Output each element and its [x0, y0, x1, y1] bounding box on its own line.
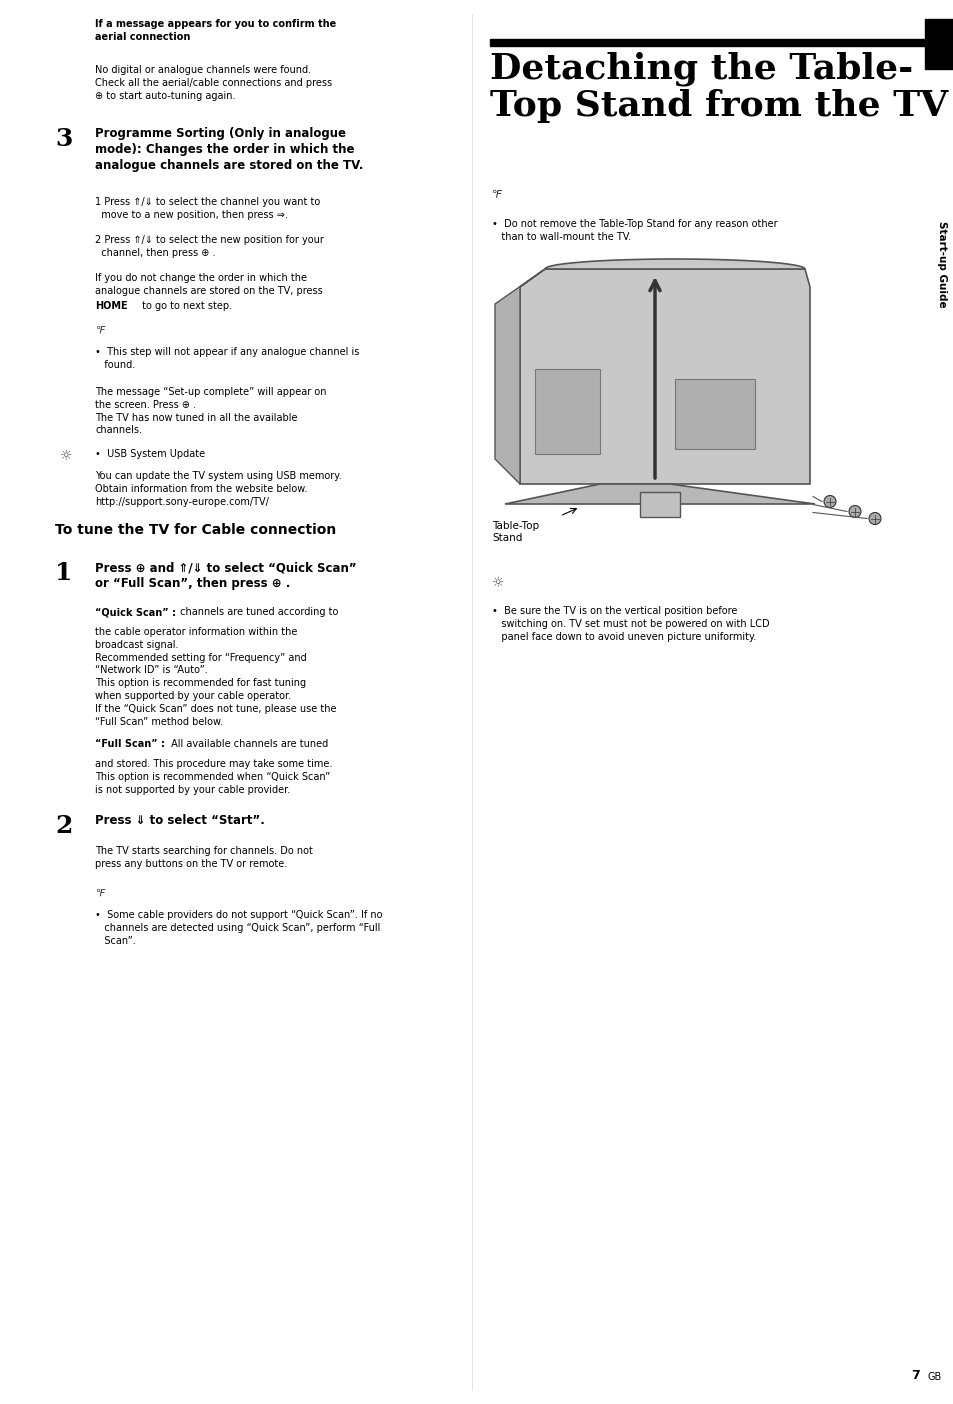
Text: channels are tuned according to: channels are tuned according to [177, 607, 338, 616]
Text: All available channels are tuned: All available channels are tuned [168, 739, 328, 748]
Bar [490, 39, 924, 46]
Text: ℉: ℉ [95, 324, 105, 336]
Text: “Full Scan” :: “Full Scan” : [95, 739, 165, 748]
Text: to go to next step.: to go to next step. [139, 300, 232, 312]
Text: 7: 7 [910, 1369, 919, 1382]
Text: The message “Set-up complete” will appear on
the screen. Press ⊕ .
The TV has no: The message “Set-up complete” will appea… [95, 388, 326, 435]
Text: ℉: ℉ [492, 190, 502, 199]
Text: ☼: ☼ [60, 449, 72, 463]
Text: 2 Press ⇑/⇓ to select the new position for your
  channel, then press ⊕ .: 2 Press ⇑/⇓ to select the new position f… [95, 234, 323, 258]
Text: the cable operator information within the
broadcast signal.
Recommended setting : the cable operator information within th… [95, 628, 336, 727]
Circle shape [848, 505, 861, 518]
Text: 2: 2 [55, 814, 72, 838]
Text: You can update the TV system using USB memory.
Obtain information from the websi: You can update the TV system using USB m… [95, 470, 341, 507]
Bar [675, 379, 754, 449]
Circle shape [823, 496, 835, 507]
Text: •  USB System Update: • USB System Update [95, 449, 205, 459]
Text: and stored. This procedure may take some time.
This option is recommended when “: and stored. This procedure may take some… [95, 760, 332, 795]
Text: Start-up Guide: Start-up Guide [936, 220, 946, 307]
Circle shape [868, 512, 880, 525]
Text: 1: 1 [55, 562, 72, 585]
Text: Press ⊕ and ⇑/⇓ to select “Quick Scan”
or “Full Scan”, then press ⊕ .: Press ⊕ and ⇑/⇓ to select “Quick Scan” o… [95, 562, 356, 590]
Text: •  This step will not appear if any analogue channel is
   found.: • This step will not appear if any analo… [95, 347, 359, 369]
Text: •  Some cable providers do not support “Quick Scan”. If no
   channels are detec: • Some cable providers do not support “Q… [95, 910, 382, 946]
Text: “Quick Scan” :: “Quick Scan” : [95, 607, 175, 616]
Bar [924, 20, 953, 69]
Polygon shape [544, 258, 804, 270]
Text: •  Be sure the TV is on the vertical position before
   switching on. TV set mus: • Be sure the TV is on the vertical posi… [492, 607, 769, 642]
FancyArrowPatch shape [649, 281, 659, 479]
Text: Detaching the Table-
Top Stand from the TV: Detaching the Table- Top Stand from the … [490, 52, 947, 124]
Text: Press ⇓ to select “Start”.: Press ⇓ to select “Start”. [95, 814, 265, 827]
Text: HOME: HOME [95, 300, 128, 312]
Polygon shape [495, 270, 544, 484]
Text: 1 Press ⇑/⇓ to select the channel you want to
  move to a new position, then pre: 1 Press ⇑/⇓ to select the channel you wa… [95, 197, 320, 220]
Text: If a message appears for you to confirm the
aerial connection: If a message appears for you to confirm … [95, 20, 335, 42]
Text: Table-Top
Stand: Table-Top Stand [492, 521, 538, 543]
Text: GB: GB [926, 1372, 941, 1382]
Polygon shape [519, 270, 809, 484]
Bar [639, 491, 679, 517]
Text: To tune the TV for Cable connection: To tune the TV for Cable connection [55, 524, 335, 536]
Text: If you do not change the order in which the
analogue channels are stored on the : If you do not change the order in which … [95, 272, 322, 309]
Bar [535, 369, 599, 453]
Text: Programme Sorting (Only in analogue
mode): Changes the order in which the
analog: Programme Sorting (Only in analogue mode… [95, 126, 363, 173]
Text: No digital or analogue channels were found.
Check all the aerial/cable connectio: No digital or analogue channels were fou… [95, 65, 332, 101]
Text: ℉: ℉ [95, 887, 105, 899]
Text: ☼: ☼ [492, 576, 504, 590]
Text: •  Do not remove the Table-Top Stand for any reason other
   than to wall-mount : • Do not remove the Table-Top Stand for … [492, 219, 777, 241]
Text: The TV starts searching for channels. Do not
press any buttons on the TV or remo: The TV starts searching for channels. Do… [95, 847, 313, 869]
Text: 3: 3 [55, 126, 72, 152]
Polygon shape [504, 484, 814, 504]
